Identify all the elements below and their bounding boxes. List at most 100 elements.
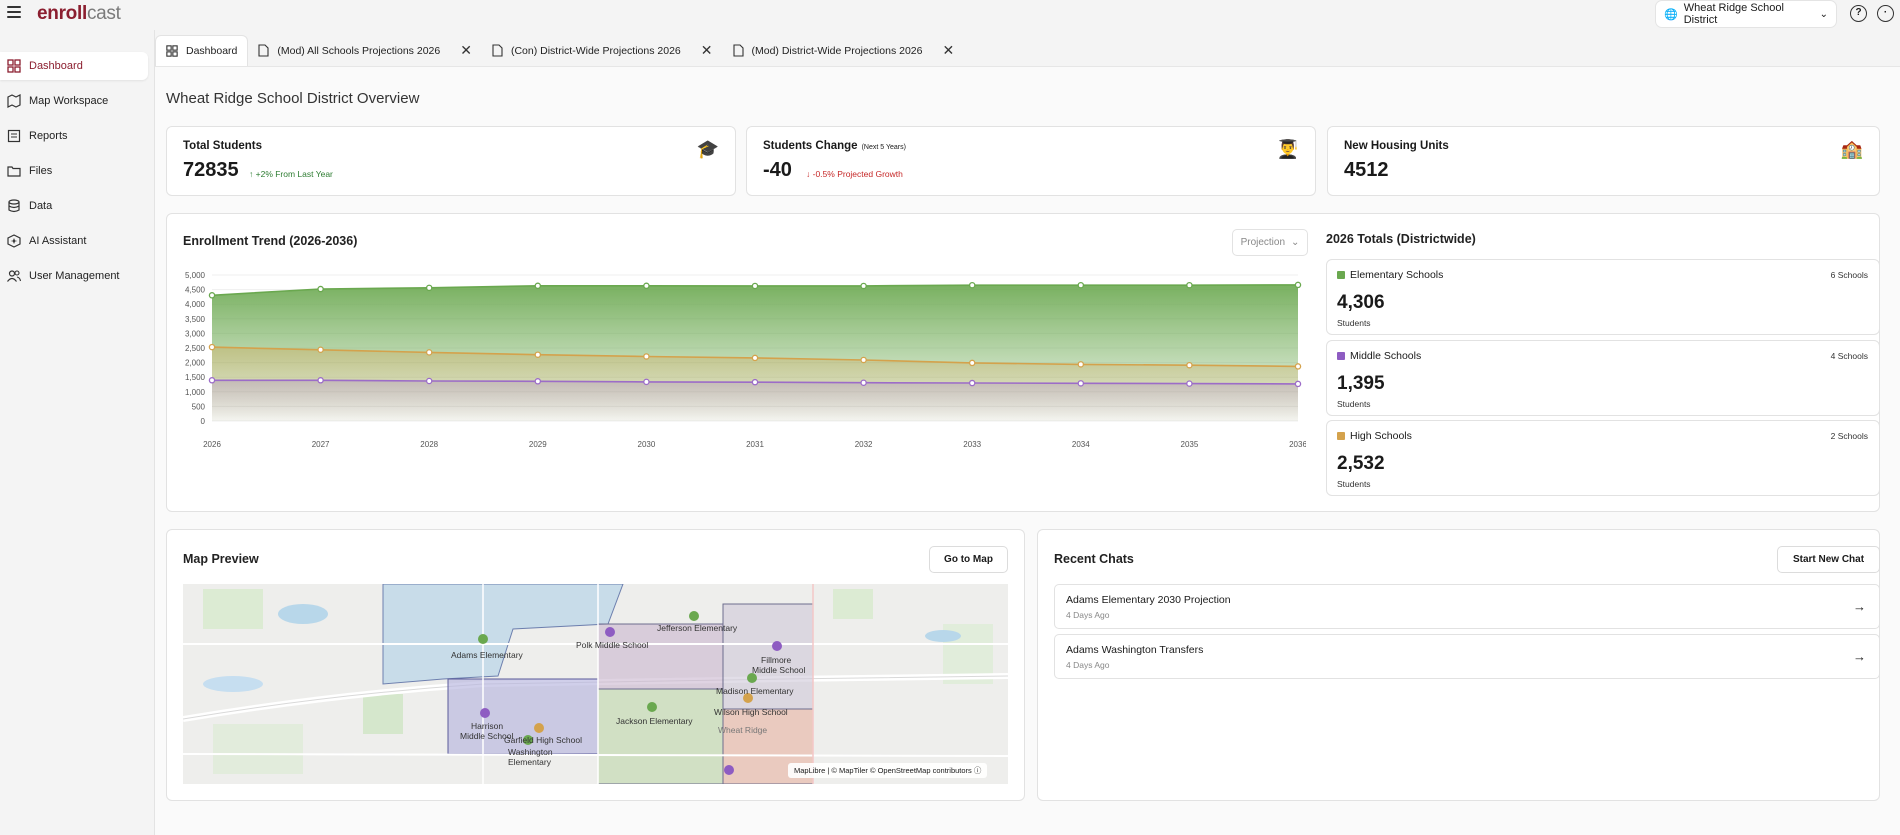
total-unit: Students: [1337, 479, 1371, 489]
color-swatch: [1337, 432, 1345, 440]
account-icon[interactable]: ·: [1877, 5, 1894, 22]
y-tick-label: 4,500: [185, 286, 206, 295]
data-point: [425, 284, 433, 292]
y-tick-label: 3,000: [185, 329, 206, 338]
district-selector[interactable]: 🌐 Wheat Ridge School District ⌄: [1656, 1, 1836, 27]
file-icon: [258, 44, 269, 57]
help-icon[interactable]: ?: [1850, 5, 1867, 22]
map-label: Middle School: [460, 731, 514, 741]
school-marker[interactable]: [724, 765, 734, 775]
sidebar-item-label: AI Assistant: [29, 235, 87, 247]
y-tick-label: 5,000: [185, 271, 206, 280]
close-icon[interactable]: ✕: [460, 42, 472, 58]
sidebar-item-label: Files: [29, 165, 53, 177]
info-icon[interactable]: ⓘ: [973, 766, 982, 775]
school-marker[interactable]: [605, 627, 615, 637]
school-marker[interactable]: [747, 673, 757, 683]
data-point: [208, 343, 216, 351]
data-point: [534, 351, 542, 358]
data-point: [643, 282, 650, 290]
enrollment-chart: 5,000 4,500 4,000 3,500 3,000 2,500 2,000 1,500…: [185, 271, 1306, 449]
go-to-map-button[interactable]: Go to Map: [929, 546, 1008, 573]
data-point: [860, 379, 867, 386]
x-tick-label: 2034: [1072, 440, 1090, 449]
map-preview[interactable]: Adams Elementary Polk Middle School Jeff…: [183, 584, 1008, 784]
chevron-down-icon: ⌄: [1819, 8, 1828, 20]
x-tick-label: 2026: [203, 440, 221, 449]
data-point: [751, 378, 759, 386]
school-marker[interactable]: [480, 708, 490, 718]
total-value: 4,306: [1337, 292, 1385, 313]
data-point: [208, 377, 216, 384]
map-label: Washington: [508, 747, 553, 757]
totals-title: 2026 Totals (Districtwide): [1326, 232, 1476, 246]
chat-title: Adams Washington Transfers: [1066, 644, 1204, 656]
sidebar-item-dashboard[interactable]: Dashboard: [0, 52, 148, 80]
x-tick-label: 2031: [746, 440, 764, 449]
color-swatch: [1337, 271, 1345, 279]
data-point: [1186, 361, 1193, 369]
sidebar-item-files[interactable]: Files: [0, 157, 148, 185]
district-selector-label: Wheat Ridge School District: [1683, 2, 1784, 26]
map-icon: [7, 94, 21, 108]
data-point: [1294, 363, 1302, 370]
sidebar-item-reports[interactable]: Reports: [0, 122, 148, 150]
sidebar-item-ai-assistant[interactable]: AI Assistant: [0, 227, 148, 255]
data-point: [1077, 361, 1085, 368]
sidebar-item-label: Reports: [29, 130, 68, 142]
school-marker[interactable]: [534, 723, 544, 733]
y-tick-label: 1,000: [185, 388, 206, 397]
close-icon[interactable]: ✕: [942, 42, 955, 58]
tab-con-district-wide[interactable]: (Con) District-Wide Projections 2026 ✕: [482, 35, 723, 66]
school-marker[interactable]: [523, 735, 533, 745]
tab-bar: Dashboard (Mod) All Schools Projections …: [155, 35, 964, 66]
tab-mod-district-wide[interactable]: (Mod) District-Wide Projections 2026 ✕: [723, 35, 965, 66]
total-name: High Schools: [1350, 430, 1412, 442]
tab-mod-all-schools[interactable]: (Mod) All Schools Projections 2026 ✕: [248, 35, 482, 66]
x-tick-label: 2029: [529, 440, 547, 449]
color-swatch: [1337, 352, 1345, 360]
chat-date: 4 Days Ago: [1066, 660, 1110, 670]
sidebar-item-user-management[interactable]: User Management: [0, 262, 148, 290]
school-marker[interactable]: [772, 641, 782, 651]
map-label: Jackson Elementary: [616, 716, 693, 726]
y-tick-label: 1,500: [185, 373, 206, 382]
school-marker[interactable]: [743, 693, 753, 703]
file-icon: [492, 44, 503, 57]
sidebar-item-label: User Management: [29, 270, 120, 282]
stat-delta: ↓ -0.5% Projected Growth: [806, 169, 903, 179]
school-marker[interactable]: [647, 702, 657, 712]
total-unit: Students: [1337, 318, 1371, 328]
go-to-map-label: Go to Map: [944, 554, 993, 565]
map-label: Fillmore: [761, 655, 791, 665]
x-tick-label: 2032: [855, 440, 873, 449]
trend-title: Enrollment Trend (2026-2036): [183, 234, 358, 248]
data-point: [208, 292, 216, 299]
tab-dashboard[interactable]: Dashboard: [155, 35, 249, 66]
sidebar-divider: [154, 30, 155, 835]
sidebar: Dashboard Map Workspace Reports Files Da…: [0, 30, 155, 835]
total-value: 1,395: [1337, 373, 1385, 394]
sidebar-item-label: Map Workspace: [29, 95, 109, 107]
data-point: [1186, 281, 1193, 289]
sidebar-item-map-workspace[interactable]: Map Workspace: [0, 87, 148, 115]
sidebar-item-data[interactable]: Data: [0, 192, 148, 220]
data-point: [751, 354, 759, 362]
map-label: Middle School: [752, 665, 806, 675]
close-icon[interactable]: ✕: [700, 42, 713, 58]
tab-label: Dashboard: [186, 45, 238, 57]
start-new-chat-button[interactable]: Start New Chat: [1777, 546, 1880, 573]
stat-card-housing: New Housing Units 4512 🏫: [1327, 126, 1880, 196]
chat-item[interactable]: Adams Elementary 2030 Projection 4 Days …: [1054, 584, 1880, 629]
y-tick-label: 4,000: [185, 300, 206, 309]
menu-icon[interactable]: [7, 6, 21, 18]
globe-icon: 🌐: [1664, 8, 1678, 21]
y-tick-label: 3,500: [185, 315, 206, 324]
projection-dropdown[interactable]: Projection ⌄: [1232, 229, 1308, 256]
chat-item[interactable]: Adams Washington Transfers 4 Days Ago →: [1054, 634, 1880, 679]
stat-delta-text: +2% From Last Year: [255, 169, 333, 179]
data-point: [1077, 380, 1085, 387]
school-marker[interactable]: [689, 611, 699, 621]
y-tick-label: 2,000: [185, 359, 206, 368]
school-marker[interactable]: [478, 634, 488, 644]
